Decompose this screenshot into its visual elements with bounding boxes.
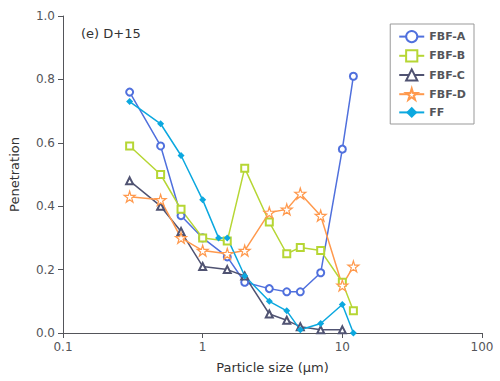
svg-text:0.6: 0.6 [36,136,55,150]
svg-text:FF: FF [429,106,444,119]
svg-text:Particle size (μm): Particle size (μm) [216,360,329,375]
svg-text:0.1: 0.1 [53,340,72,354]
svg-text:Penetration: Penetration [7,137,22,212]
svg-text:10: 10 [335,340,350,354]
svg-text:100: 100 [471,340,494,354]
svg-text:0.0: 0.0 [36,326,55,340]
svg-text:(e) D+15: (e) D+15 [81,26,141,41]
svg-text:FBF-C: FBF-C [429,69,465,82]
svg-text:1.0: 1.0 [36,9,55,23]
svg-text:0.8: 0.8 [36,72,55,86]
svg-text:0.2: 0.2 [36,263,55,277]
svg-text:0.4: 0.4 [36,199,55,213]
svg-text:1: 1 [199,340,207,354]
svg-text:FBF-B: FBF-B [429,49,465,62]
svg-text:FBF-D: FBF-D [429,88,466,101]
svg-text:FBF-A: FBF-A [429,30,466,43]
